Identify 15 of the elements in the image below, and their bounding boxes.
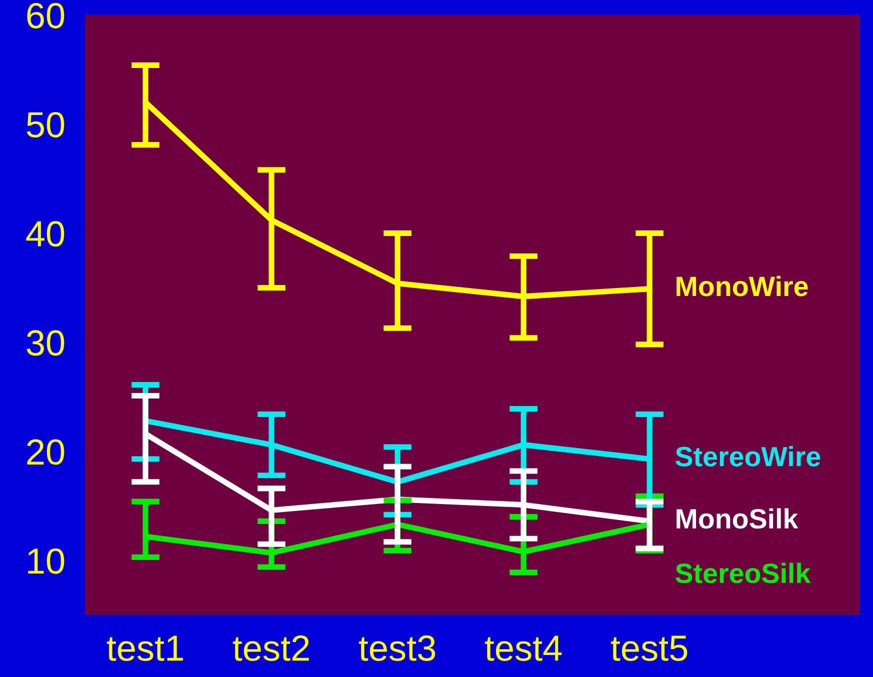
series-label: MonoSilk [676,508,798,529]
x-tick-label: test3 [358,635,436,661]
y-tick-label: 40 [26,221,64,247]
y-tick-label: 50 [26,112,64,138]
y-tick-label: 30 [26,330,64,356]
x-tick-label: test5 [610,636,688,661]
x-tick-label: test2 [232,635,309,661]
y-tick-label: 60 [27,2,64,28]
y-tick-label: 20 [27,439,64,465]
x-tick-label: test4 [484,636,562,661]
series-label: StereoWire [676,446,820,466]
x-tick-label: test1 [106,636,183,661]
y-tick-label: 10 [28,548,64,574]
series-label: StereoSilk [676,562,811,584]
series-label: MonoWire [676,276,808,296]
